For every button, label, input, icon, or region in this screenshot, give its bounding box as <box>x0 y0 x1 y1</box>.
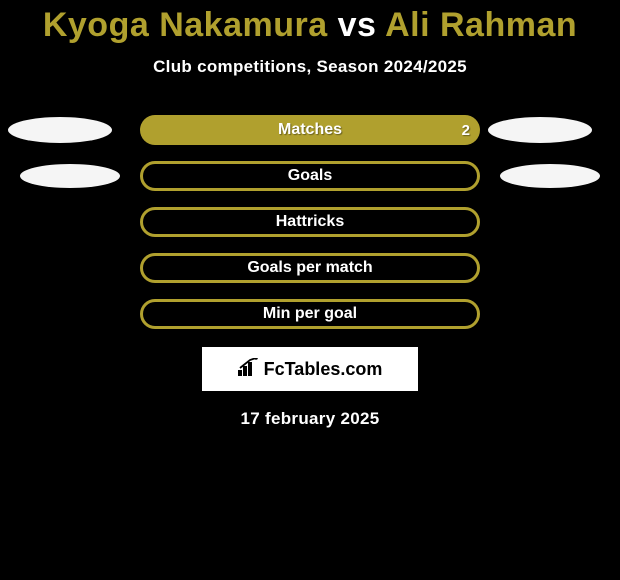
subtitle: Club competitions, Season 2024/2025 <box>0 57 620 77</box>
stat-row: Hattricks <box>0 207 620 237</box>
logo-box: FcTables.com <box>202 347 418 391</box>
marker-ellipse <box>20 164 120 188</box>
stat-label: Hattricks <box>276 213 344 231</box>
stat-bar: Hattricks <box>140 207 480 237</box>
player1-name: Kyoga Nakamura <box>43 6 328 44</box>
chart-icon <box>238 358 260 381</box>
comparison-container: Kyoga Nakamura vs Ali Rahman Club compet… <box>0 0 620 580</box>
stat-label: Matches <box>278 121 342 139</box>
player2-name: Ali Rahman <box>385 6 577 44</box>
stat-bar: Matches 2 <box>140 115 480 145</box>
logo-text: FcTables.com <box>264 359 383 380</box>
stats-area: Matches 2 Goals Hattricks Goals per match Min… <box>0 115 620 329</box>
stat-bar: Goals per match <box>140 253 480 283</box>
vs-text: vs <box>338 6 377 44</box>
date-text: 17 february 2025 <box>0 409 620 429</box>
marker-ellipse <box>500 164 600 188</box>
stat-bar: Goals <box>140 161 480 191</box>
stat-label: Min per goal <box>263 305 357 323</box>
stat-row: Goals per match <box>0 253 620 283</box>
stat-row: Min per goal <box>0 299 620 329</box>
stat-value-right: 2 <box>462 122 470 139</box>
marker-ellipse <box>8 117 112 143</box>
marker-ellipse <box>488 117 592 143</box>
stat-label: Goals <box>288 167 332 185</box>
stat-bar: Min per goal <box>140 299 480 329</box>
stat-label: Goals per match <box>247 259 372 277</box>
page-title: Kyoga Nakamura vs Ali Rahman <box>0 0 620 45</box>
